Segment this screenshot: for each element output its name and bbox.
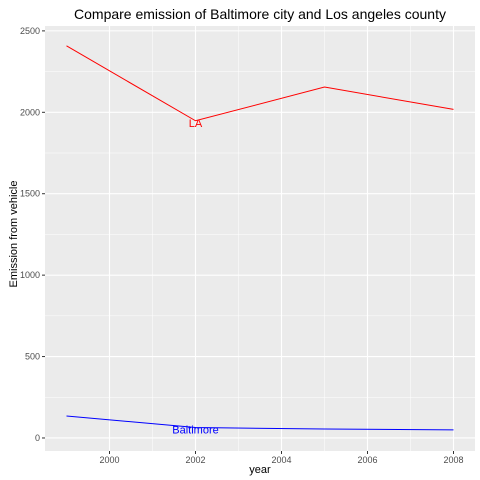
- series-label-la: LA: [189, 118, 203, 130]
- y-tick-label: 2000: [20, 107, 40, 117]
- plot-panel: [45, 26, 475, 451]
- x-tick-label: 2002: [185, 455, 205, 465]
- y-tick-label: 1500: [20, 189, 40, 199]
- x-tick-label: 2006: [357, 455, 377, 465]
- y-tick-label: 0: [35, 433, 40, 443]
- x-tick-label: 2000: [99, 455, 119, 465]
- x-axis-title: year: [249, 464, 271, 476]
- chart-title: Compare emission of Baltimore city and L…: [74, 6, 446, 22]
- series-label-baltimore: Baltimore: [172, 425, 218, 437]
- series-line-baltimore: [66, 415, 454, 431]
- x-tick-label: 2008: [443, 455, 463, 465]
- series-line-la: [66, 45, 454, 122]
- y-tick-label: 500: [25, 352, 40, 362]
- x-tick-label: 2004: [271, 455, 291, 465]
- y-tick-label: 1000: [20, 270, 40, 280]
- y-axis-title: Emission from vehicle: [8, 181, 20, 288]
- y-tick-label: 2500: [20, 26, 40, 36]
